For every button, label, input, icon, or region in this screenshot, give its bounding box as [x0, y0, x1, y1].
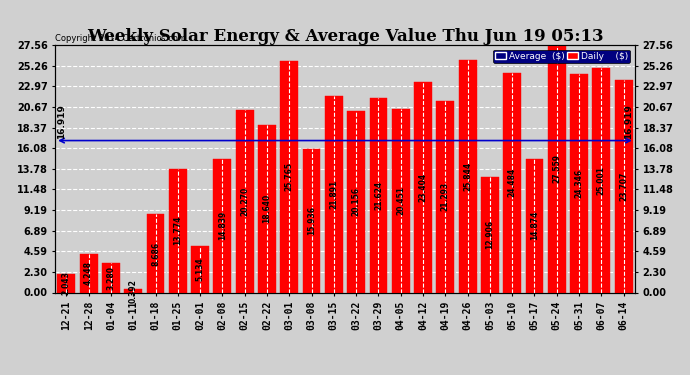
- Text: 20.270: 20.270: [240, 187, 249, 216]
- Text: 25.765: 25.765: [285, 162, 294, 191]
- Text: 4.248: 4.248: [84, 261, 93, 285]
- Text: 23.707: 23.707: [619, 171, 628, 201]
- Text: 20.156: 20.156: [352, 188, 361, 216]
- Text: 12.906: 12.906: [485, 220, 495, 249]
- Title: Weekly Solar Energy & Average Value Thu Jun 19 05:13: Weekly Solar Energy & Average Value Thu …: [87, 28, 603, 45]
- Bar: [481, 177, 499, 292]
- Text: 14.839: 14.839: [218, 211, 227, 240]
- Bar: [436, 101, 454, 292]
- Bar: [102, 263, 120, 292]
- Text: 15.936: 15.936: [307, 207, 316, 236]
- Bar: [280, 61, 298, 292]
- Text: 18.640: 18.640: [262, 194, 271, 224]
- Text: 16.919: 16.919: [57, 104, 66, 139]
- Bar: [191, 246, 209, 292]
- Text: 14.874: 14.874: [530, 211, 539, 240]
- Text: 3.280: 3.280: [106, 266, 115, 290]
- Bar: [303, 149, 320, 292]
- Bar: [347, 111, 365, 292]
- Text: 24.484: 24.484: [508, 168, 517, 197]
- Bar: [213, 159, 231, 292]
- Bar: [80, 254, 97, 292]
- Text: 21.891: 21.891: [329, 180, 338, 209]
- Bar: [124, 289, 142, 292]
- Text: 13.774: 13.774: [173, 216, 182, 245]
- Bar: [615, 80, 633, 292]
- Bar: [459, 60, 477, 292]
- Bar: [236, 111, 254, 292]
- Bar: [414, 82, 432, 292]
- Bar: [370, 98, 387, 292]
- Text: 21.624: 21.624: [374, 181, 383, 210]
- Bar: [526, 159, 544, 292]
- Bar: [392, 109, 410, 292]
- Bar: [169, 169, 187, 292]
- Bar: [593, 68, 610, 292]
- Text: 16.919: 16.919: [624, 104, 633, 139]
- Text: 8.686: 8.686: [151, 242, 160, 266]
- Bar: [325, 96, 343, 292]
- Bar: [548, 45, 566, 292]
- Text: 2.043: 2.043: [62, 272, 71, 295]
- Text: 23.404: 23.404: [419, 173, 428, 202]
- Text: 0.392: 0.392: [129, 279, 138, 303]
- Bar: [57, 274, 75, 292]
- Text: Copyright 2014 Cartronics.com: Copyright 2014 Cartronics.com: [55, 33, 186, 42]
- Text: 25.001: 25.001: [597, 166, 606, 195]
- Bar: [503, 73, 521, 292]
- Text: 20.451: 20.451: [396, 186, 405, 215]
- Text: 24.346: 24.346: [575, 169, 584, 198]
- Bar: [146, 214, 164, 292]
- Bar: [570, 74, 588, 292]
- Legend: Average  ($), Daily    ($): Average ($), Daily ($): [493, 50, 630, 63]
- Text: 5.134: 5.134: [195, 258, 205, 281]
- Text: 21.293: 21.293: [441, 182, 450, 212]
- Text: 25.844: 25.844: [463, 162, 472, 191]
- Text: 27.559: 27.559: [552, 154, 561, 183]
- Bar: [258, 125, 276, 292]
